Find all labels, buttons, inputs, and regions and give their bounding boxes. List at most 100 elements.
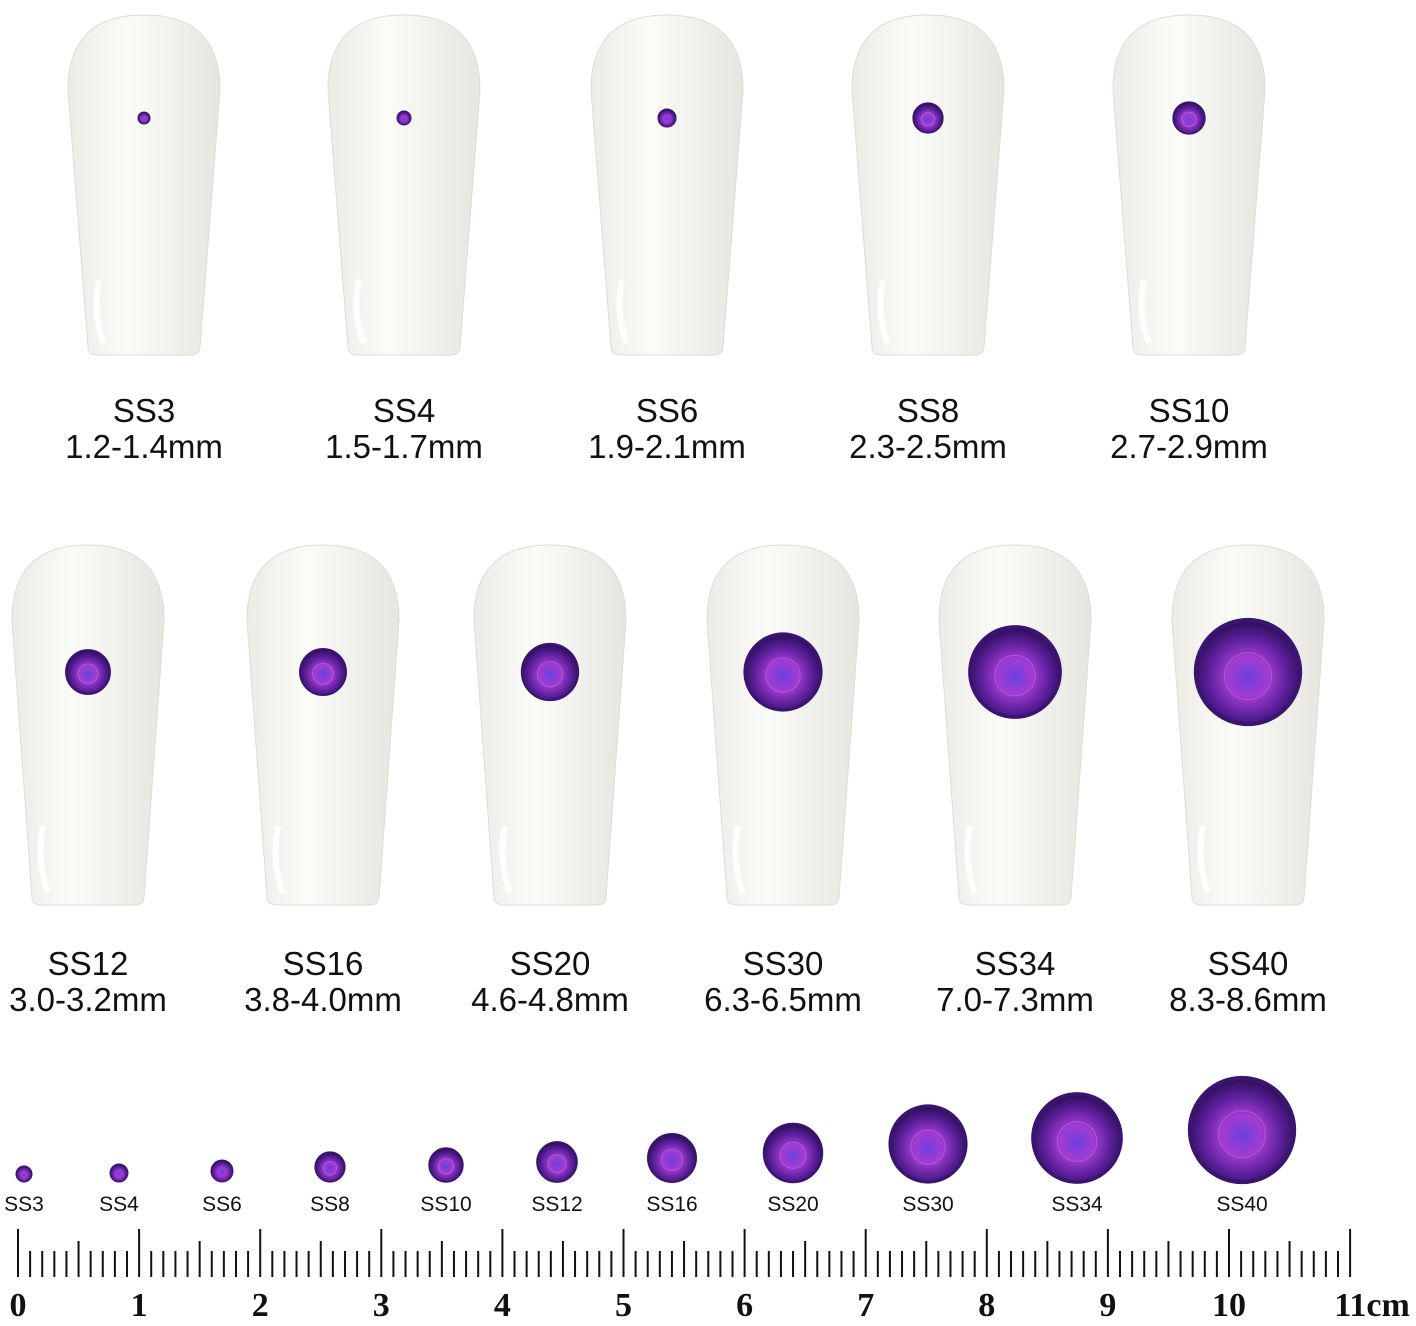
ruler-label: 3 bbox=[373, 1287, 390, 1324]
gem-label: SS40 bbox=[1216, 1193, 1267, 1216]
size-label: SS3 bbox=[113, 392, 175, 429]
size-range: 1.9-2.1mm bbox=[588, 428, 746, 465]
rhinestone bbox=[762, 1122, 824, 1184]
gem-label: SS3 bbox=[4, 1193, 44, 1216]
nail bbox=[938, 544, 1092, 906]
rhinestone-table bbox=[920, 111, 936, 127]
gem-label: SS20 bbox=[767, 1193, 818, 1216]
ruler-label: 1 bbox=[131, 1287, 148, 1324]
gem-label: SS34 bbox=[1051, 1193, 1103, 1216]
nail bbox=[590, 14, 744, 356]
size-range: 4.6-4.8mm bbox=[471, 981, 629, 1018]
rhinestone-table bbox=[765, 657, 801, 693]
rhinestone-table bbox=[1056, 1121, 1098, 1162]
gem-label: SS16 bbox=[646, 1193, 697, 1216]
nail-shine bbox=[732, 825, 746, 895]
ruler-label: 5 bbox=[615, 1287, 632, 1324]
rhinestone bbox=[1172, 101, 1206, 135]
rhinestone bbox=[520, 642, 580, 702]
size-range: 1.5-1.7mm bbox=[325, 428, 483, 465]
ruler-label: 7 bbox=[857, 1287, 874, 1324]
nail-shine bbox=[877, 279, 891, 345]
gem-label: SS12 bbox=[531, 1193, 582, 1216]
rhinestone-table bbox=[312, 662, 334, 685]
rhinestone-table bbox=[1218, 1110, 1266, 1159]
nail-shine bbox=[1138, 279, 1152, 345]
ruler-label: 2 bbox=[252, 1287, 269, 1324]
rhinestone bbox=[968, 625, 1062, 719]
size-label: SS16 bbox=[283, 945, 364, 982]
nail-shine bbox=[37, 825, 51, 895]
rhinestone bbox=[109, 1163, 129, 1183]
gem-label: SS8 bbox=[310, 1193, 350, 1216]
rhinestone bbox=[1031, 1092, 1123, 1184]
rhinestone bbox=[314, 1151, 346, 1183]
size-label: SS40 bbox=[1208, 945, 1289, 982]
rhinestone-table bbox=[536, 661, 564, 688]
rhinestone bbox=[657, 108, 677, 128]
rhinestone-table bbox=[779, 1141, 807, 1169]
ruler-label: 11cm bbox=[1334, 1287, 1410, 1324]
rhinestone bbox=[1187, 1075, 1297, 1185]
nail bbox=[11, 544, 165, 906]
nail bbox=[851, 14, 1005, 356]
size-label: SS10 bbox=[1149, 392, 1230, 429]
gem-label: SS10 bbox=[420, 1193, 471, 1216]
nail bbox=[327, 14, 481, 356]
rhinestone bbox=[428, 1147, 464, 1183]
size-range: 7.0-7.3mm bbox=[936, 981, 1094, 1018]
ruler-label: 9 bbox=[1099, 1287, 1116, 1324]
size-label: SS4 bbox=[373, 392, 435, 429]
rhinestone-table bbox=[77, 663, 99, 685]
gem-label: SS30 bbox=[902, 1193, 953, 1216]
ruler-label: 6 bbox=[736, 1287, 753, 1324]
size-range: 6.3-6.5mm bbox=[704, 981, 862, 1018]
rhinestone-table bbox=[437, 1158, 455, 1175]
rhinestone bbox=[299, 648, 347, 696]
rhinestone bbox=[65, 649, 111, 695]
nail bbox=[246, 544, 400, 906]
nail bbox=[67, 14, 221, 356]
nail-shine bbox=[1197, 825, 1211, 895]
rhinestone-table bbox=[322, 1160, 338, 1176]
ruler-label: 4 bbox=[494, 1287, 511, 1324]
size-label: SS8 bbox=[897, 392, 959, 429]
size-range: 3.0-3.2mm bbox=[9, 981, 167, 1018]
rhinestone-table bbox=[547, 1154, 567, 1174]
rhinestone bbox=[210, 1159, 234, 1183]
nail-shine bbox=[499, 825, 513, 895]
nail bbox=[1112, 14, 1266, 356]
rhinestone bbox=[396, 110, 412, 126]
nail-shine bbox=[353, 279, 367, 345]
rhinestone-table bbox=[1224, 652, 1272, 701]
size-range: 2.3-2.5mm bbox=[849, 428, 1007, 465]
nail bbox=[706, 544, 860, 906]
rhinestone bbox=[1193, 617, 1303, 727]
size-range: 8.3-8.6mm bbox=[1169, 981, 1327, 1018]
gem-label: SS6 bbox=[202, 1193, 242, 1216]
rhinestone-table bbox=[994, 654, 1036, 697]
size-range: 1.2-1.4mm bbox=[65, 428, 223, 465]
nail-shine bbox=[272, 825, 286, 895]
gem-label: SS4 bbox=[99, 1193, 139, 1216]
rhinestone-table bbox=[910, 1129, 946, 1165]
nail-shine bbox=[616, 279, 630, 345]
rhinestone bbox=[15, 1165, 33, 1183]
rhinestone bbox=[647, 1133, 697, 1183]
size-range: 2.7-2.9mm bbox=[1110, 428, 1268, 465]
nail-shine bbox=[964, 825, 978, 895]
nail bbox=[473, 544, 627, 906]
size-range: 3.8-4.0mm bbox=[244, 981, 402, 1018]
size-label: SS6 bbox=[636, 392, 698, 429]
rhinestone bbox=[912, 102, 944, 134]
ruler-label: 8 bbox=[978, 1287, 995, 1324]
size-label: SS30 bbox=[743, 945, 824, 982]
rhinestone-table bbox=[660, 1148, 684, 1172]
ruler-label: 0 bbox=[10, 1287, 27, 1324]
size-label: SS12 bbox=[48, 945, 129, 982]
rhinestone-table bbox=[1181, 111, 1197, 127]
rhinestone bbox=[743, 632, 823, 712]
rhinestone bbox=[137, 111, 151, 125]
nail-shine bbox=[93, 279, 107, 345]
